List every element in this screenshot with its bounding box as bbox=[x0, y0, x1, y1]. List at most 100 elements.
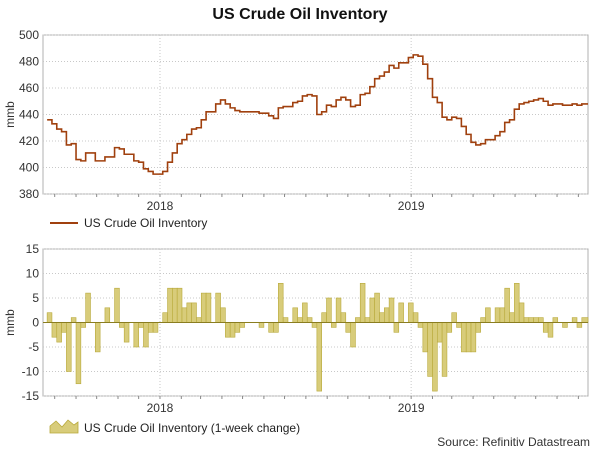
change-bar bbox=[422, 322, 428, 353]
change-bar bbox=[80, 322, 86, 328]
change-bar bbox=[461, 322, 467, 353]
y-axis-label: mmb bbox=[3, 309, 17, 336]
change-bar bbox=[552, 317, 559, 323]
change-bar bbox=[191, 302, 197, 323]
change-bar bbox=[133, 322, 139, 348]
y-tick-label: -15 bbox=[22, 389, 40, 403]
change-bar bbox=[470, 322, 477, 353]
source-note: Source: Refinitiv Datastream bbox=[437, 435, 590, 449]
change-bar bbox=[147, 322, 154, 333]
y-tick-label: 420 bbox=[19, 134, 39, 148]
change-bar bbox=[61, 322, 67, 333]
change-bar bbox=[51, 322, 58, 338]
change-bar bbox=[571, 317, 578, 323]
y-tick-label: 500 bbox=[19, 28, 39, 42]
change-bar bbox=[408, 302, 414, 323]
change-bar bbox=[475, 322, 481, 333]
change-bar bbox=[542, 322, 549, 333]
legend-inventory: US Crude Oil Inventory bbox=[50, 216, 207, 230]
change-bar bbox=[186, 302, 192, 323]
change-bar bbox=[379, 312, 385, 323]
change-bar bbox=[66, 322, 72, 372]
change-bar bbox=[533, 317, 539, 323]
change-bar bbox=[162, 312, 168, 323]
change-bar bbox=[485, 307, 491, 323]
change-bar bbox=[388, 297, 395, 323]
change-bar bbox=[509, 312, 515, 323]
change-bar bbox=[94, 322, 101, 353]
chart-title: US Crude Oil Inventory bbox=[212, 6, 388, 23]
change-bar bbox=[384, 307, 390, 323]
change-bar bbox=[215, 292, 221, 323]
change-bar bbox=[335, 297, 342, 323]
change-bar bbox=[311, 322, 318, 328]
change-bar bbox=[316, 322, 322, 392]
change-bar bbox=[138, 322, 144, 328]
change-bar bbox=[306, 317, 313, 323]
change-bar bbox=[297, 317, 303, 323]
change-bar bbox=[350, 322, 356, 348]
y-tick-label: 460 bbox=[19, 81, 39, 95]
change-bar bbox=[176, 287, 183, 323]
change-bar bbox=[205, 292, 212, 323]
change-bar bbox=[398, 302, 404, 323]
change-bar bbox=[225, 322, 231, 338]
change-bar bbox=[282, 317, 289, 323]
y-tick-label: 15 bbox=[26, 242, 40, 256]
change-bar bbox=[355, 317, 361, 323]
y-tick-label: 380 bbox=[19, 187, 39, 201]
change-bar bbox=[345, 322, 351, 333]
change-bar bbox=[56, 322, 62, 343]
y-tick-label: 5 bbox=[32, 291, 39, 305]
y-tick-label: -5 bbox=[28, 340, 39, 354]
change-bar bbox=[432, 322, 438, 392]
change-bar bbox=[528, 317, 534, 323]
change-bar bbox=[417, 322, 424, 328]
change-bar bbox=[576, 322, 583, 328]
change-bar bbox=[143, 322, 149, 348]
change-bar bbox=[480, 317, 486, 323]
change-bar bbox=[562, 322, 568, 328]
change-bar bbox=[547, 322, 554, 338]
change-bar bbox=[85, 292, 91, 323]
y-tick-label: 480 bbox=[19, 55, 39, 69]
change-bar bbox=[494, 307, 501, 323]
y-tick-label: -10 bbox=[22, 365, 40, 379]
change-bar bbox=[465, 322, 472, 353]
y-tick-label: 400 bbox=[19, 161, 39, 175]
change-bar bbox=[302, 302, 308, 323]
change-bar bbox=[436, 322, 443, 343]
change-bar bbox=[196, 317, 202, 323]
change-bar bbox=[104, 307, 111, 323]
x-tick-label: 2018 bbox=[147, 401, 174, 415]
x-tick-label: 2019 bbox=[398, 199, 425, 213]
change-bar bbox=[273, 322, 279, 333]
y-tick-label: 440 bbox=[19, 108, 39, 122]
legend-label: US Crude Oil Inventory bbox=[84, 216, 207, 230]
legend-weekly-change: US Crude Oil Inventory (1-week change) bbox=[49, 419, 300, 435]
change-bar bbox=[340, 312, 347, 323]
change-bar bbox=[152, 322, 159, 333]
change-bar bbox=[278, 282, 284, 323]
y-tick-label: 0 bbox=[32, 316, 39, 330]
x-tick-label: 2019 bbox=[398, 401, 425, 415]
change-bar bbox=[46, 312, 53, 323]
weekly-change-bar-chart: -15 -10 -5 0 5 10 15 2018 2019 mmb bbox=[3, 242, 589, 415]
change-bar bbox=[523, 317, 530, 323]
change-bar bbox=[456, 322, 462, 328]
change-bar bbox=[220, 307, 226, 323]
y-tick-label: 10 bbox=[26, 267, 40, 281]
change-bar bbox=[538, 317, 544, 323]
change-bar bbox=[369, 297, 375, 323]
change-bar bbox=[393, 322, 400, 333]
change-bar bbox=[514, 282, 520, 323]
change-bar bbox=[326, 297, 332, 323]
change-bar bbox=[75, 322, 82, 385]
change-bar bbox=[268, 322, 274, 333]
change-bar bbox=[119, 322, 125, 328]
change-bar bbox=[321, 312, 327, 323]
change-bar bbox=[359, 282, 366, 323]
change-bar bbox=[412, 312, 419, 323]
